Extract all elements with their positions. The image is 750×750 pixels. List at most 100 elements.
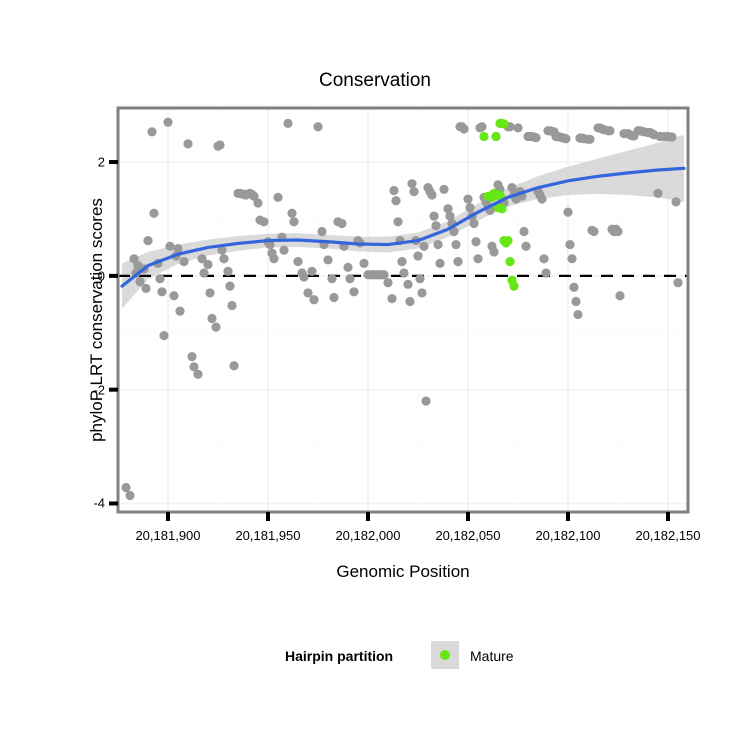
scatter-point xyxy=(491,131,501,142)
page-title: Conservation xyxy=(319,70,431,91)
scatter-point xyxy=(479,131,489,142)
scatter-point xyxy=(507,183,517,193)
scatter-point xyxy=(589,226,599,237)
scatter-point xyxy=(163,117,173,127)
scatter-point xyxy=(299,272,309,282)
scatter-point xyxy=(451,239,461,250)
scatter-point xyxy=(283,118,293,128)
scatter-point xyxy=(383,278,393,288)
y-tick-label: 2 xyxy=(97,154,105,170)
scatter-point xyxy=(505,257,515,267)
scatter-point xyxy=(135,276,145,287)
scatter-point xyxy=(399,268,409,278)
axis-ticks xyxy=(109,160,670,521)
scatter-point xyxy=(259,217,269,227)
scatter-point xyxy=(429,211,439,221)
scatter-point xyxy=(453,257,463,267)
scatter-point xyxy=(413,251,423,261)
scatter-point xyxy=(565,239,575,250)
scatter-point xyxy=(503,235,513,246)
scatter-point xyxy=(175,306,185,316)
scatter-point xyxy=(147,127,157,137)
scatter-point xyxy=(539,254,549,264)
legend-title: Hairpin partition xyxy=(285,648,394,664)
scatter-point xyxy=(671,197,681,207)
scatter-point xyxy=(197,254,207,264)
scatter-point xyxy=(405,296,415,307)
scatter-point xyxy=(303,288,313,298)
x-axis-label: Genomic Position xyxy=(336,562,470,581)
scatter-point xyxy=(561,134,571,144)
scatter-point xyxy=(531,132,541,143)
x-tick-label: 20,181,900 xyxy=(135,528,201,543)
scatter-point xyxy=(183,139,193,149)
scatter-point xyxy=(419,241,429,251)
scatter-point xyxy=(149,208,159,218)
scatter-point xyxy=(433,239,443,250)
scatter-point xyxy=(569,282,579,292)
scatter-point xyxy=(431,221,441,231)
scatter-point xyxy=(293,257,303,267)
scatter-point xyxy=(449,226,459,237)
scatter-point xyxy=(159,331,169,341)
scatter-point xyxy=(121,482,131,493)
scatter-point xyxy=(573,309,583,320)
scatter-point xyxy=(445,211,455,221)
scatter-point xyxy=(409,187,419,197)
scatter-point xyxy=(125,490,135,501)
scatter-point xyxy=(143,235,153,246)
smooth-trend-line xyxy=(120,166,686,288)
scatter-point xyxy=(497,204,507,214)
scatter-point xyxy=(673,278,683,288)
x-tick-label: 20,182,100 xyxy=(535,528,601,543)
scatter-point xyxy=(537,194,547,204)
scatter-point xyxy=(317,226,327,237)
scatter-point xyxy=(229,361,239,371)
scatter-point xyxy=(199,268,209,278)
scatter-point xyxy=(613,226,623,237)
scatter-point xyxy=(329,292,339,303)
scatter-point xyxy=(471,237,481,247)
confidence-band xyxy=(122,134,684,309)
scatter-point xyxy=(387,294,397,304)
scatter-point xyxy=(407,179,417,189)
x-tick-label: 20,182,050 xyxy=(435,528,501,543)
x-tick-label: 20,182,150 xyxy=(635,528,701,543)
scatter-point xyxy=(273,192,283,202)
scatter-point xyxy=(509,281,519,291)
x-tick-label: 20,181,950 xyxy=(235,528,301,543)
scatter-point xyxy=(141,283,151,293)
scatter-point xyxy=(157,287,167,297)
scatter-point xyxy=(203,259,213,270)
scatter-point xyxy=(265,239,275,250)
scatter-point xyxy=(309,295,319,305)
scatter-point xyxy=(279,245,289,255)
scatter-point xyxy=(343,262,353,272)
scatter-point xyxy=(349,287,359,297)
scatter-point xyxy=(499,119,509,129)
scatter-point xyxy=(313,122,323,132)
scatter-point xyxy=(173,243,183,254)
scatter-point xyxy=(249,191,259,201)
scatter-point xyxy=(469,218,479,229)
scatter-point xyxy=(459,124,469,134)
scatter-point xyxy=(489,247,499,257)
scatter-point xyxy=(223,266,233,276)
scatter-point xyxy=(393,217,403,227)
scatter-point xyxy=(193,369,203,379)
scatter-point xyxy=(289,217,299,227)
scatter-point xyxy=(287,208,297,218)
y-tick-label: -2 xyxy=(93,382,105,398)
scatter-point xyxy=(225,281,235,291)
scatter-point xyxy=(421,396,431,406)
scatter-point xyxy=(169,291,179,301)
scatter-point xyxy=(253,198,263,208)
scatter-point xyxy=(513,123,523,133)
scatter-point xyxy=(585,134,595,144)
scatter-point xyxy=(465,202,475,213)
scatter-point xyxy=(519,226,529,237)
scatter-point xyxy=(427,190,437,200)
scatter-point xyxy=(337,218,347,229)
